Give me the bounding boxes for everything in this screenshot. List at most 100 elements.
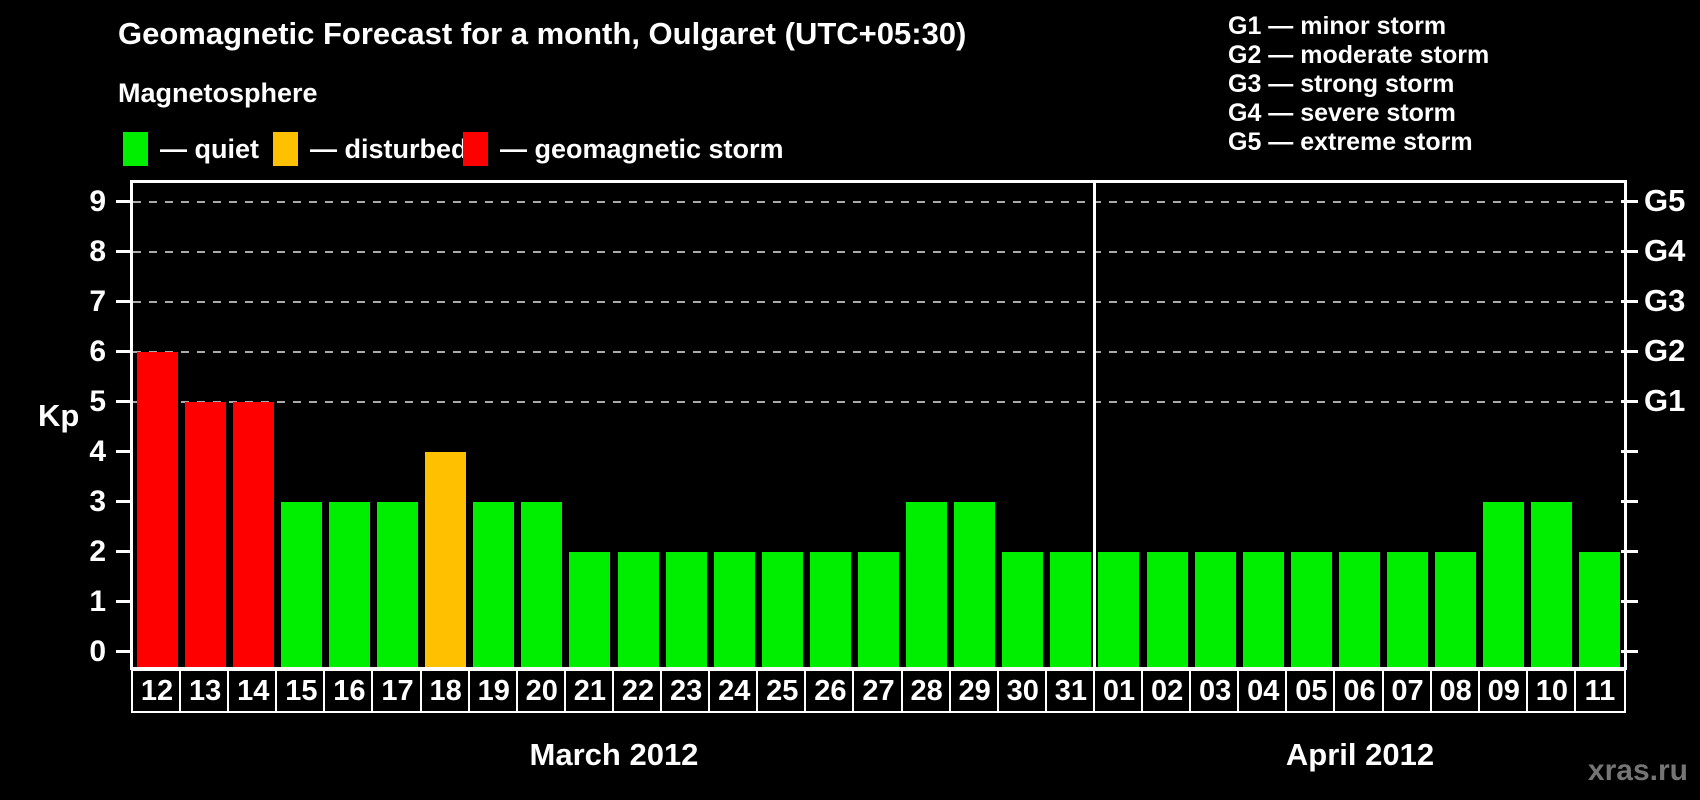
legend-item-label: — quiet [160, 133, 259, 164]
y-axis-tick-right-9 [1621, 200, 1638, 204]
day-label-09: 09 [1477, 669, 1530, 713]
bar-day-15 [280, 501, 322, 667]
y-axis-tick-right-3 [1621, 500, 1638, 504]
y-axis-tick-left-6 [116, 350, 133, 354]
g-axis-label-G3: G3 [1644, 282, 1686, 318]
y-tick-label-8: 8 [89, 234, 106, 268]
day-label-24: 24 [708, 669, 761, 713]
day-label-15: 15 [275, 669, 328, 713]
bar-day-09 [1483, 501, 1525, 667]
bar-day-28 [906, 501, 948, 667]
gridline-kp-8 [133, 250, 1624, 253]
day-label-29: 29 [948, 669, 1001, 713]
day-label-22: 22 [611, 669, 665, 713]
page-title: Geomagnetic Forecast for a month, Oulgar… [118, 16, 967, 51]
y-axis-tick-left-3 [116, 500, 133, 504]
g-legend-line-g4: G4 — severe storm [1228, 99, 1456, 127]
bar-day-27 [858, 551, 899, 667]
y-axis-tick-left-7 [116, 300, 133, 304]
day-label-18: 18 [419, 669, 472, 713]
y-axis-tick-left-1 [116, 600, 133, 604]
bar-day-08 [1435, 551, 1477, 667]
magnetosphere-legend-title: Magnetosphere [118, 78, 318, 108]
bar-day-19 [473, 501, 515, 667]
day-label-01: 01 [1092, 669, 1146, 713]
g-axis-label-G4: G4 [1644, 232, 1686, 268]
day-label-14: 14 [227, 669, 280, 713]
day-label-19: 19 [467, 669, 520, 713]
day-label-03: 03 [1189, 669, 1242, 713]
y-tick-label-5: 5 [89, 384, 106, 418]
y-axis-tick-right-4 [1621, 450, 1638, 454]
y-axis-tick-right-5 [1621, 400, 1638, 404]
legend-item-label: — disturbed [310, 133, 468, 164]
month-label-march: March 2012 [529, 737, 699, 772]
day-label-25: 25 [756, 669, 809, 713]
g-axis-label-G2: G2 [1644, 332, 1686, 368]
gridline-kp-6 [133, 350, 1624, 353]
quiet-color-swatch [123, 132, 148, 166]
watermark: xras.ru [1587, 754, 1688, 787]
day-label-04: 04 [1237, 669, 1290, 713]
day-label-06: 06 [1333, 669, 1386, 713]
legend-item-quiet: — quiet [123, 131, 259, 167]
storm-color-swatch [463, 132, 488, 166]
legend-item-storm: — geomagnetic storm [463, 131, 784, 167]
bar-day-04 [1242, 551, 1284, 667]
day-label-28: 28 [900, 669, 953, 713]
bar-day-05 [1290, 551, 1332, 667]
bar-day-02 [1146, 551, 1188, 667]
day-label-05: 05 [1285, 669, 1338, 713]
bar-day-29 [954, 501, 996, 667]
bar-day-18 [425, 451, 467, 667]
bar-day-11 [1579, 551, 1621, 667]
y-axis-tick-right-6 [1621, 350, 1638, 354]
bar-day-20 [521, 501, 563, 667]
y-tick-label-6: 6 [89, 334, 106, 368]
bar-day-31 [1050, 551, 1092, 667]
plot-area [130, 180, 1627, 670]
y-tick-label-4: 4 [89, 434, 106, 468]
y-tick-label-9: 9 [89, 184, 106, 218]
bar-day-07 [1387, 551, 1429, 667]
y-tick-label-1: 1 [89, 584, 106, 618]
g-legend-line-g5: G5 — extreme storm [1228, 128, 1473, 156]
y-axis-tick-left-0 [116, 650, 133, 654]
bar-day-10 [1531, 501, 1573, 667]
day-label-23: 23 [660, 669, 713, 713]
g-axis-label-G5: G5 [1644, 182, 1686, 218]
day-label-27: 27 [852, 669, 905, 713]
day-label-13: 13 [179, 669, 232, 713]
bar-day-30 [1002, 551, 1044, 667]
day-label-21: 21 [563, 669, 616, 713]
g-scale-legend: G1 — minor storm G2 — moderate storm G3 … [1228, 12, 1489, 157]
gridline-kp-7 [133, 300, 1624, 303]
bar-day-23 [665, 551, 707, 667]
gridline-kp-5 [133, 400, 1624, 403]
day-label-20: 20 [515, 669, 568, 713]
month-label-april: April 2012 [1285, 737, 1435, 772]
day-label-31: 31 [1044, 669, 1097, 713]
legend-item-label: — geomagnetic storm [500, 133, 784, 164]
month-divider [1093, 183, 1097, 667]
y-axis-tick-right-7 [1621, 300, 1638, 304]
day-label-02: 02 [1141, 669, 1194, 713]
g-legend-line-g3: G3 — strong storm [1228, 70, 1455, 98]
g-axis-label-G1: G1 [1644, 382, 1686, 418]
bar-day-26 [809, 551, 851, 667]
day-label-30: 30 [996, 669, 1049, 713]
day-label-11: 11 [1573, 669, 1626, 713]
day-label-08: 08 [1429, 669, 1482, 713]
legend-item-disturbed: — disturbed [273, 131, 468, 167]
bar-day-06 [1338, 551, 1380, 667]
bar-day-24 [713, 551, 755, 667]
g-legend-line-g2: G2 — moderate storm [1228, 41, 1490, 69]
y-tick-label-3: 3 [89, 484, 106, 518]
bar-day-17 [377, 501, 419, 667]
bar-day-14 [232, 401, 274, 667]
y-axis-tick-right-8 [1621, 250, 1638, 254]
y-axis-tick-right-2 [1621, 550, 1638, 554]
bar-day-16 [328, 501, 370, 667]
bar-day-03 [1194, 551, 1236, 667]
